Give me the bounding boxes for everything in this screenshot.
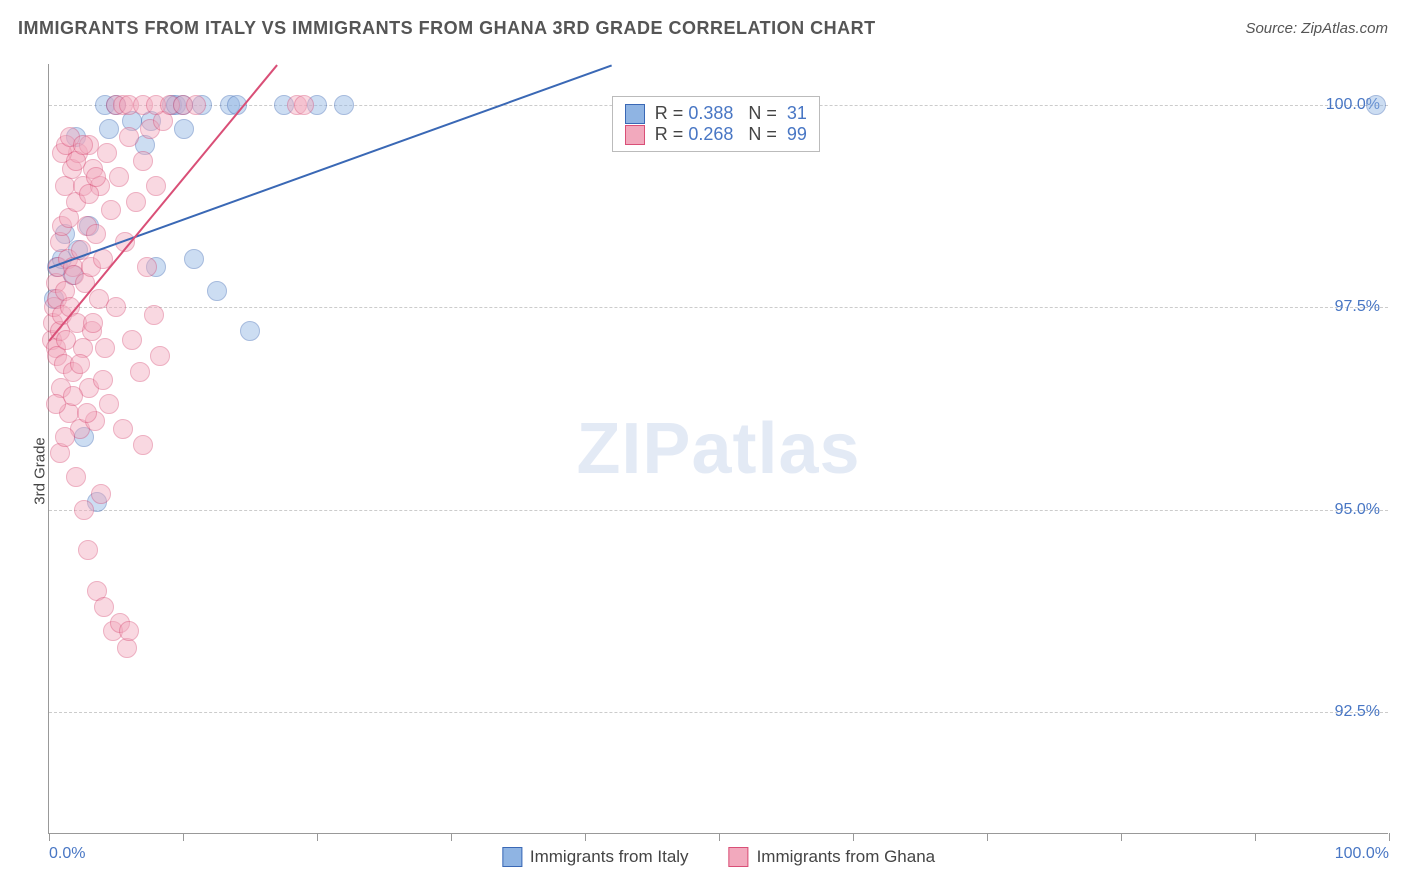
stats-text: R = 0.268 N = 99 bbox=[655, 124, 807, 145]
scatter-point bbox=[294, 95, 314, 115]
x-tick bbox=[585, 833, 586, 841]
scatter-point bbox=[119, 127, 139, 147]
x-tick bbox=[1389, 833, 1390, 841]
y-tick-label: 92.5% bbox=[1335, 703, 1380, 721]
scatter-point bbox=[126, 192, 146, 212]
legend-item: Immigrants from Ghana bbox=[729, 847, 936, 867]
x-tick bbox=[987, 833, 988, 841]
watermark-light: atlas bbox=[691, 409, 860, 489]
stats-text: R = 0.388 N = 31 bbox=[655, 103, 807, 124]
source-label: Source: ZipAtlas.com bbox=[1245, 20, 1388, 37]
scatter-point bbox=[133, 435, 153, 455]
watermark: ZIPatlas bbox=[576, 408, 860, 490]
gridline bbox=[49, 307, 1388, 308]
stats-box: R = 0.388 N = 31R = 0.268 N = 99 bbox=[612, 96, 820, 152]
scatter-point bbox=[95, 338, 115, 358]
scatter-point bbox=[186, 95, 206, 115]
scatter-point bbox=[94, 597, 114, 617]
scatter-point bbox=[240, 321, 260, 341]
scatter-point bbox=[86, 167, 106, 187]
legend-swatch bbox=[729, 847, 749, 867]
scatter-point bbox=[113, 419, 133, 439]
scatter-point bbox=[73, 135, 93, 155]
stats-row: R = 0.388 N = 31 bbox=[625, 103, 807, 124]
chart-page: IMMIGRANTS FROM ITALY VS IMMIGRANTS FROM… bbox=[0, 0, 1406, 892]
x-tick-label: 0.0% bbox=[49, 845, 85, 863]
scatter-point bbox=[119, 621, 139, 641]
scatter-point bbox=[93, 370, 113, 390]
scatter-point bbox=[133, 151, 153, 171]
scatter-point bbox=[74, 500, 94, 520]
scatter-point bbox=[78, 540, 98, 560]
scatter-point bbox=[122, 330, 142, 350]
scatter-point bbox=[130, 362, 150, 382]
scatter-point bbox=[70, 354, 90, 374]
scatter-point bbox=[99, 394, 119, 414]
x-tick bbox=[183, 833, 184, 841]
chart-title: IMMIGRANTS FROM ITALY VS IMMIGRANTS FROM… bbox=[18, 18, 876, 39]
scatter-point bbox=[137, 257, 157, 277]
gridline bbox=[49, 510, 1388, 511]
scatter-point bbox=[77, 403, 97, 423]
chart-area: 3rd Grade ZIPatlas 92.5% 95.0% 97.5% 100.0%… bbox=[0, 50, 1406, 892]
scatter-point bbox=[66, 467, 86, 487]
legend-swatch bbox=[502, 847, 522, 867]
x-tick bbox=[1121, 833, 1122, 841]
scatter-point bbox=[83, 313, 103, 333]
x-tick bbox=[451, 833, 452, 841]
stats-row: R = 0.268 N = 99 bbox=[625, 124, 807, 145]
scatter-point bbox=[101, 200, 121, 220]
x-tick bbox=[853, 833, 854, 841]
legend: Immigrants from Italy Immigrants from Gha… bbox=[502, 847, 935, 867]
x-tick bbox=[49, 833, 50, 841]
scatter-point bbox=[106, 297, 126, 317]
plot-region: ZIPatlas 92.5%95.0%97.5%100.0%0.0%100.0%… bbox=[48, 64, 1388, 834]
legend-label: Immigrants from Italy bbox=[530, 847, 689, 867]
scatter-point bbox=[174, 119, 194, 139]
legend-swatch bbox=[625, 125, 645, 145]
scatter-point bbox=[109, 167, 129, 187]
legend-item: Immigrants from Italy bbox=[502, 847, 689, 867]
scatter-point bbox=[99, 119, 119, 139]
scatter-point bbox=[184, 249, 204, 269]
title-row: IMMIGRANTS FROM ITALY VS IMMIGRANTS FROM… bbox=[18, 18, 1388, 39]
scatter-point bbox=[1366, 95, 1386, 115]
scatter-point bbox=[146, 176, 166, 196]
legend-label: Immigrants from Ghana bbox=[757, 847, 936, 867]
y-axis-label: 3rd Grade bbox=[31, 437, 48, 505]
y-tick-label: 97.5% bbox=[1335, 298, 1380, 316]
gridline bbox=[49, 712, 1388, 713]
scatter-point bbox=[150, 346, 170, 366]
x-tick bbox=[1255, 833, 1256, 841]
scatter-point bbox=[334, 95, 354, 115]
x-tick bbox=[719, 833, 720, 841]
scatter-point bbox=[55, 427, 75, 447]
x-tick-label: 100.0% bbox=[1335, 845, 1389, 863]
x-tick bbox=[317, 833, 318, 841]
legend-swatch bbox=[625, 104, 645, 124]
scatter-point bbox=[144, 305, 164, 325]
scatter-point bbox=[97, 143, 117, 163]
y-tick-label: 95.0% bbox=[1335, 501, 1380, 519]
scatter-point bbox=[91, 484, 111, 504]
watermark-heavy: ZIP bbox=[576, 409, 691, 489]
scatter-point bbox=[86, 224, 106, 244]
scatter-point bbox=[207, 281, 227, 301]
